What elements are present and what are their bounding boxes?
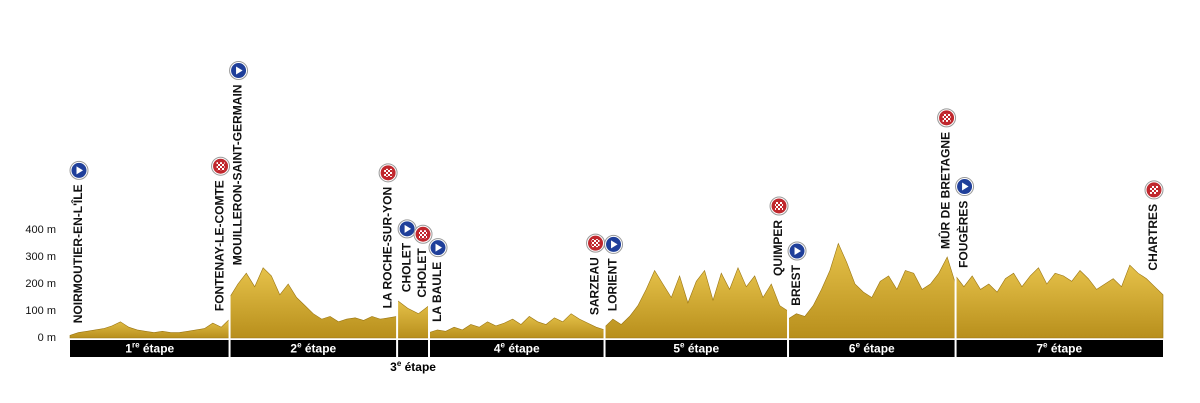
start-marker (69, 160, 89, 180)
stage-word: étape (860, 342, 895, 356)
stage-number: 6 (849, 342, 856, 356)
marker-arrow (435, 243, 443, 252)
stage-word: étape (401, 360, 436, 374)
stage-label: 1re étape (125, 341, 174, 356)
start-marker (428, 238, 448, 258)
start-marker (955, 177, 975, 197)
y-tick-label: 300 m (25, 251, 56, 263)
y-tick-label: 0 m (38, 332, 56, 344)
elevation-area (955, 264, 1164, 339)
stage-suffix: e (680, 341, 685, 350)
stage-word: étape (302, 342, 337, 356)
stage-word: étape (685, 342, 720, 356)
elevation-area (428, 313, 605, 339)
finish-marker (378, 163, 398, 183)
marker-arrow (404, 224, 412, 233)
start-marker (787, 241, 807, 261)
finish-marker (211, 156, 231, 176)
start-marker (604, 234, 624, 254)
elevation-area (604, 267, 789, 339)
y-tick-label: 100 m (25, 305, 56, 317)
stage-word: étape (140, 342, 175, 356)
marker-checker (775, 201, 784, 210)
town-label: CHARTRES (1146, 204, 1160, 271)
elevation-area (69, 318, 230, 339)
marker-checker (591, 239, 600, 248)
town-label: NOIRMOUTIER-EN-L'ÎLE (70, 184, 85, 323)
town-label: FOUGÈRES (956, 201, 971, 268)
finish-marker (769, 196, 789, 216)
stage-suffix: e (397, 359, 402, 368)
marker-checker (1150, 185, 1158, 194)
stage-number: 7 (1036, 342, 1043, 356)
stage-word: étape (505, 342, 540, 356)
stage-label: 4e étape (494, 341, 540, 356)
stage-label: 5e étape (673, 341, 719, 356)
marker-arrow (962, 182, 969, 191)
marker-checker (942, 113, 951, 122)
stage-number: 3 (390, 360, 397, 374)
town-label: FONTENAY-LE-COMTE (213, 180, 227, 311)
town-label: MOUILLERON-SAINT-GERMAIN (231, 85, 245, 266)
finish-marker (586, 233, 606, 253)
stage-suffix: e (297, 341, 302, 350)
start-marker (397, 219, 417, 239)
y-tick-label: 400 m (25, 224, 56, 236)
finish-marker (413, 224, 433, 244)
marker-checker (419, 230, 428, 239)
stage-word: étape (1048, 342, 1083, 356)
town-label: CHOLET (399, 242, 413, 292)
stage-label: 3e étape (390, 359, 436, 374)
town-label: LORIENT (606, 258, 620, 311)
stage-label: 6e étape (849, 341, 895, 356)
marker-arrow (76, 166, 83, 175)
marker-arrow (794, 247, 802, 256)
finish-marker (937, 108, 957, 128)
town-label: CHOLET (415, 248, 429, 298)
stage-suffix: e (856, 341, 861, 350)
marker-arrow (236, 66, 243, 75)
start-marker (229, 61, 249, 81)
marker-checker (384, 168, 393, 177)
stage-number: 4 (494, 342, 501, 356)
town-label: LA BAULE (430, 262, 444, 322)
elevation-area (229, 267, 398, 339)
finish-marker (1144, 180, 1164, 200)
stage-suffix: e (1043, 341, 1048, 350)
stage-number: 5 (673, 342, 680, 356)
stage-label: 2e étape (290, 341, 336, 356)
marker-arrow (611, 240, 618, 249)
stage-suffix: e (501, 341, 506, 350)
stage-number: 1 (125, 342, 132, 356)
town-label: QUIMPER (771, 220, 785, 276)
y-tick-label: 200 m (25, 278, 56, 290)
elevation-area (396, 299, 430, 339)
town-label: SARZEAU (588, 257, 602, 315)
stage-bar (70, 340, 1163, 357)
elevation-area (787, 242, 956, 339)
town-label: LA ROCHE-SUR-YON (380, 187, 394, 309)
stage-number: 2 (290, 342, 297, 356)
town-label: BREST (789, 264, 803, 305)
stage-suffix: re (132, 341, 140, 350)
marker-checker (216, 162, 225, 171)
town-label: MÛR DE BRETAGNE (938, 132, 953, 249)
stage-label: 7e étape (1036, 341, 1082, 356)
